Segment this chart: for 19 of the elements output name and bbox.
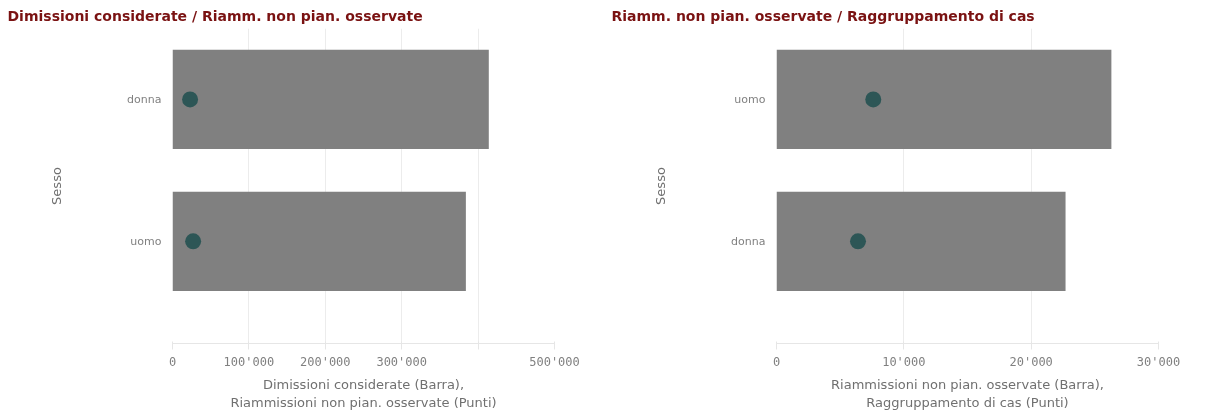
y-tick-label: uomo <box>734 92 766 106</box>
x-tick-label: 100'000 <box>223 354 275 369</box>
y-tick-label: uomo <box>130 234 162 248</box>
chart-title: Dimissioni considerate / Riamm. non pian. osservate <box>7 7 423 24</box>
chart-title: Riamm. non pian. osservate / Raggruppamento di cas <box>611 7 1035 24</box>
x-tick-label: 20'000 <box>1009 354 1053 369</box>
y-tick-label: donna <box>731 234 766 248</box>
y-tick-label: donna <box>127 92 162 106</box>
x-tick-label: 10'000 <box>882 354 926 369</box>
x-tick-label: 300'000 <box>376 354 427 369</box>
x-axis-title: Dimissioni considerate (Barra), Riammissioni non pian. osservate (Punti) <box>230 376 497 410</box>
x-tick-label: 0 <box>168 354 177 369</box>
x-tick-label: 0 <box>772 354 781 369</box>
x-axis-title: Riammissioni non pian. osservate (Barra), Raggruppamento di cas (Punti) <box>831 376 1104 410</box>
x-tick-label: 500'000 <box>529 354 580 369</box>
y-axis-title: Sesso <box>653 167 669 205</box>
y-axis-title: Sesso <box>49 167 65 205</box>
x-tick-label: 200'000 <box>300 354 351 369</box>
x-tick-label: 30'000 <box>1136 354 1181 369</box>
